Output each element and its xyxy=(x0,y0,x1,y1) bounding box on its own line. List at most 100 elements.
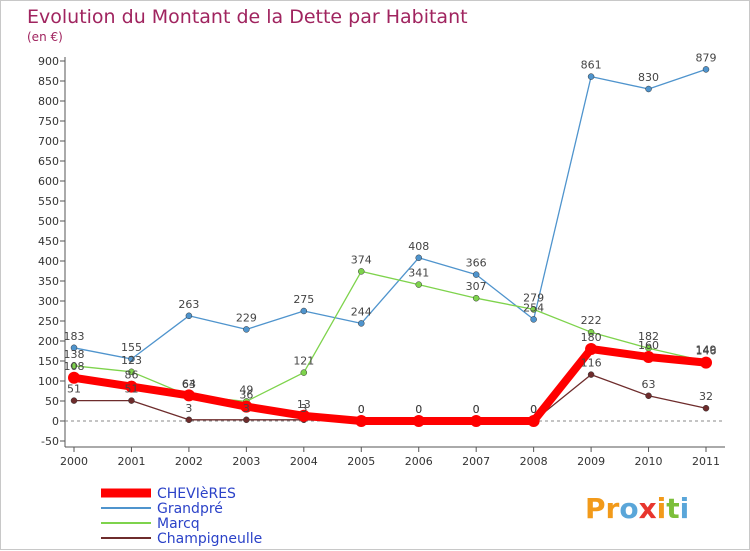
data-label: 830 xyxy=(638,71,659,84)
data-label: 0 xyxy=(473,403,480,416)
x-tick-label: 2011 xyxy=(692,455,720,468)
data-label: 275 xyxy=(293,293,314,306)
data-point xyxy=(358,320,365,327)
data-label: 0 xyxy=(358,403,365,416)
legend-label: CHEVIèRES xyxy=(157,486,236,502)
y-tick-label: 450 xyxy=(38,235,59,248)
data-label: 3 xyxy=(243,402,250,415)
data-point xyxy=(300,307,308,315)
data-point xyxy=(645,392,652,400)
x-tick-label: 2010 xyxy=(635,455,663,468)
data-point xyxy=(70,397,78,404)
y-tick-label: 150 xyxy=(38,355,59,368)
data-point xyxy=(297,409,310,422)
x-tick-labels: 2000 2001 2002 2003 2004 2005 2006 2007 2008 2009… xyxy=(60,447,720,468)
x-tick-label: 2006 xyxy=(405,455,433,468)
data-label: 341 xyxy=(408,267,429,280)
data-point xyxy=(300,369,308,376)
data-point xyxy=(243,326,250,333)
data-label: 307 xyxy=(466,280,487,293)
y-tick-label: 900 xyxy=(38,55,59,68)
chart-title: Evolution du Montant de la Dette par Hab… xyxy=(27,6,468,28)
x-tick-label: 2000 xyxy=(60,455,88,468)
data-point xyxy=(70,344,78,352)
y-tick-label: 550 xyxy=(38,195,59,208)
data-point xyxy=(185,416,193,424)
data-point xyxy=(68,371,80,384)
data-label: 155 xyxy=(121,341,142,354)
y-tick-label: 300 xyxy=(38,295,59,308)
y-tick-label: 200 xyxy=(38,335,59,348)
x-tick-label: 2005 xyxy=(347,455,375,468)
data-label: 244 xyxy=(351,305,372,318)
y-tick-label: 600 xyxy=(38,175,59,188)
data-label: 279 xyxy=(523,291,544,304)
data-label: 0 xyxy=(473,403,480,416)
data-point xyxy=(243,416,250,424)
data-point xyxy=(128,368,135,376)
data-label: 222 xyxy=(581,314,602,327)
data-point xyxy=(587,371,595,378)
data-labels: 108 86 64 36 13 0 0 0 0 180 160 146 183 155 263 229 275 2… xyxy=(64,51,717,416)
data-point xyxy=(472,294,480,302)
x-tick-label: 2008 xyxy=(520,455,548,468)
data-label: 879 xyxy=(696,51,717,64)
y-tick-label: 700 xyxy=(38,135,59,148)
y-tick-label: 800 xyxy=(38,95,59,108)
data-label: 374 xyxy=(351,253,372,266)
data-label: 108 xyxy=(64,360,85,373)
data-label: 0 xyxy=(415,403,422,416)
x-tick-label: 2009 xyxy=(577,455,605,468)
data-label: 182 xyxy=(638,330,659,343)
y-tick-label: 650 xyxy=(38,155,59,168)
data-label: 32 xyxy=(699,390,713,403)
y-tick-label: -50 xyxy=(41,435,59,448)
data-label: 229 xyxy=(236,311,257,324)
data-point xyxy=(125,380,138,393)
logo-part-o: o xyxy=(619,492,638,525)
x-tick-label: 2004 xyxy=(290,455,318,468)
data-point xyxy=(645,85,652,93)
series-line-0 xyxy=(70,345,710,425)
data-label: 0 xyxy=(530,403,537,416)
y-tick-label: 400 xyxy=(38,255,59,268)
data-point xyxy=(415,281,422,288)
logo-part-t: t xyxy=(666,492,679,525)
data-label: 86 xyxy=(124,369,138,382)
data-point xyxy=(128,397,135,404)
data-point xyxy=(585,343,598,355)
data-point xyxy=(185,312,193,320)
data-label: 123 xyxy=(121,354,142,367)
data-label: 3 xyxy=(185,402,192,415)
series-lines xyxy=(68,66,712,427)
data-label: 149 xyxy=(696,343,717,356)
data-label: 366 xyxy=(466,257,487,270)
data-label: 3 xyxy=(300,402,307,415)
data-label: 0 xyxy=(530,403,537,416)
data-label: 146 xyxy=(696,345,717,358)
logo-part-x: x xyxy=(639,492,657,525)
y-tick-label: 100 xyxy=(38,375,59,388)
data-point xyxy=(530,306,537,313)
data-point xyxy=(470,415,483,427)
legend-label: Champigneulle xyxy=(157,531,262,547)
data-label: 63 xyxy=(182,378,196,391)
y-tick-label: 500 xyxy=(38,215,59,228)
data-point xyxy=(530,316,537,323)
data-point xyxy=(472,271,480,278)
data-label: 36 xyxy=(239,389,253,402)
data-point xyxy=(702,66,710,73)
data-label: 180 xyxy=(581,331,602,344)
data-point xyxy=(415,254,422,262)
data-point xyxy=(355,415,368,427)
x-tick-label: 2001 xyxy=(117,455,145,468)
y-tick-label: 50 xyxy=(45,395,59,408)
data-label: 51 xyxy=(67,383,81,396)
data-label: 51 xyxy=(124,383,138,396)
y-tick-label: 250 xyxy=(38,315,59,328)
data-label: 263 xyxy=(178,298,199,311)
data-point xyxy=(412,415,425,427)
